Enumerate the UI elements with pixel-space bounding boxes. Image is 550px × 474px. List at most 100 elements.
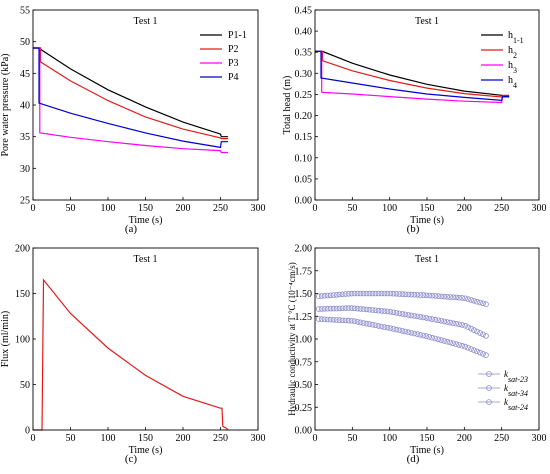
scatter-point-ksat-23 [315,316,322,322]
scatter-point-ksat-23 [357,319,364,326]
y-tick-label: 1.25 [295,312,313,323]
scatter-point-ksat-34 [390,309,397,316]
scatter-point-ksat-34 [327,305,334,312]
scatter-point-ksat-23 [417,331,424,338]
scatter-point-ksat-34 [453,320,459,327]
scatter-point-ksat-34 [414,313,421,320]
scatter-point-ksat-24 [354,290,361,297]
x-axis-label: Time (s) [129,215,163,226]
scatter-point-ksat-23 [459,342,465,349]
scatter-point-ksat-24 [327,292,334,299]
legend-marker [486,399,492,405]
y-tick-label: 0.10 [295,153,313,164]
scatter-point-ksat-23 [345,317,352,324]
scatter-point-ksat-23 [354,318,361,325]
y-tick-label: 0 [25,426,30,437]
y-axis-label: Hydraulic conductivity at T °C (10⁻⁴cm/s… [287,262,297,415]
x-axis-label: Time (s) [410,445,444,456]
y-axis-label: Flux (ml/min) [0,311,11,367]
series-line-c-0 [33,278,229,431]
scatter-point-ksat-24 [369,290,376,297]
scatter-point-ksat-24 [435,293,442,299]
x-tick-label: 0 [313,203,318,214]
scatter-point-ksat-34 [333,305,340,312]
x-tick-label: 200 [457,433,472,444]
x-tick-label: 100 [382,433,397,444]
scatter-point-ksat-24 [399,291,406,297]
x-tick-label: 250 [213,203,228,214]
scatter-point-ksat-24 [459,295,465,301]
x-tick-label: 0 [31,203,36,214]
scatter-point-ksat-24 [375,290,382,297]
x-axis-label: Time (s) [410,215,444,226]
scatter-point-ksat-23 [414,331,421,337]
plot-frame [32,9,259,201]
scatter-point-ksat-24 [408,291,415,298]
scatter-point-ksat-24 [429,292,436,299]
x-tick-label: 50 [66,203,76,214]
x-tick-label: 250 [494,203,509,214]
y-tick-label: 2.00 [295,244,313,255]
scatter-point-ksat-24 [426,292,433,299]
legend-label: h4 [508,75,517,90]
scatter-point-ksat-24 [420,292,427,298]
scatter-point-ksat-34 [459,322,465,328]
scatter-point-ksat-24 [450,294,456,301]
scatter-point-ksat-24 [468,297,474,303]
scatter-point-ksat-23 [378,323,385,330]
panel-letter: (c) [125,453,138,465]
scatter-point-ksat-34 [369,307,376,313]
scatter-point-ksat-23 [420,332,427,339]
scatter-point-ksat-23 [387,325,394,332]
scatter-point-ksat-24 [432,293,439,299]
y-tick-label: 0.20 [295,111,313,122]
scatter-point-ksat-23 [330,316,337,323]
scatter-point-ksat-23 [393,326,400,333]
x-tick-label: 300 [532,203,547,214]
y-tick-label: 0.30 [295,69,313,80]
scatter-point-ksat-34 [468,325,474,332]
scatter-point-ksat-24 [387,290,394,297]
scatter-point-ksat-23 [366,321,373,327]
scatter-point-ksat-34 [441,318,448,325]
panel-c: 0 50 100 150 200 250 300 0 50 100 150 200 Test 1 Time… [0,244,266,466]
scatter-point-ksat-23 [336,317,343,323]
scatter-point-ksat-24 [363,290,370,297]
scatter-point-ksat-34 [366,306,373,313]
scatter-point-ksat-34 [339,305,346,312]
legend-label: ksat-23 [504,369,528,384]
scatter-point-ksat-24 [396,291,403,297]
legend-label: ksat-34 [504,383,528,398]
y-tick-label: 25 [20,196,30,207]
legend-label: P4 [228,72,239,83]
scatter-point-ksat-24 [480,300,486,307]
scatter-point-ksat-23 [381,324,388,330]
y-tick-label: 50 [20,37,30,48]
scatter-point-ksat-24 [339,291,346,298]
series-line-P4 [33,47,228,149]
scatter-point-ksat-23 [360,320,367,326]
scatter-point-ksat-34 [336,305,343,312]
scatter-point-ksat-34 [345,305,352,312]
scatter-point-ksat-24 [357,290,364,297]
scatter-point-ksat-34 [375,307,382,314]
y-tick-label: 0.75 [295,357,313,368]
scatter-point-ksat-34 [402,311,409,318]
scatter-point-ksat-34 [378,308,385,314]
scatter-point-ksat-34 [408,312,415,319]
scatter-point-ksat-34 [372,307,379,314]
scatter-point-ksat-24 [342,291,349,297]
scatter-point-ksat-23 [384,324,391,331]
scatter-point-ksat-24 [423,292,430,299]
y-tick-label: 0.35 [295,48,313,59]
scatter-point-ksat-24 [321,292,328,299]
x-tick-label: 300 [251,203,266,214]
scatter-point-ksat-23 [333,317,340,323]
chart-title: Test 1 [415,254,439,265]
scatter-point-ksat-24 [414,291,421,298]
scatter-point-ksat-24 [318,293,325,299]
scatter-point-ksat-23 [429,334,436,341]
scatter-point-ksat-23 [363,320,370,327]
scatter-point-ksat-23 [324,316,331,323]
scatter-point-ksat-23 [447,339,453,346]
